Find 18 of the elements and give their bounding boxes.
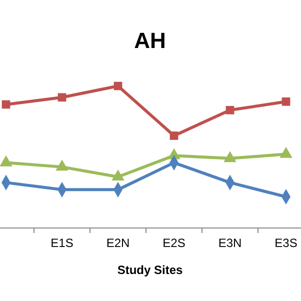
point [282,97,290,106]
point [0,155,12,166]
point [58,93,66,102]
point [280,146,292,158]
point [112,170,124,181]
point [224,151,236,162]
x-tick-label: E3S [274,236,298,250]
x-tick-label: E2N [106,236,130,250]
point [170,132,178,140]
x-axis-title: Study Sites [117,263,183,277]
point [56,160,68,171]
x-tick-label: E2S [162,236,186,250]
point [2,100,10,109]
point [114,82,122,90]
point [226,106,234,114]
x-tick-label: E1S [50,236,74,250]
chart-title: AH [134,28,166,53]
x-tick-label: E3N [218,236,242,250]
